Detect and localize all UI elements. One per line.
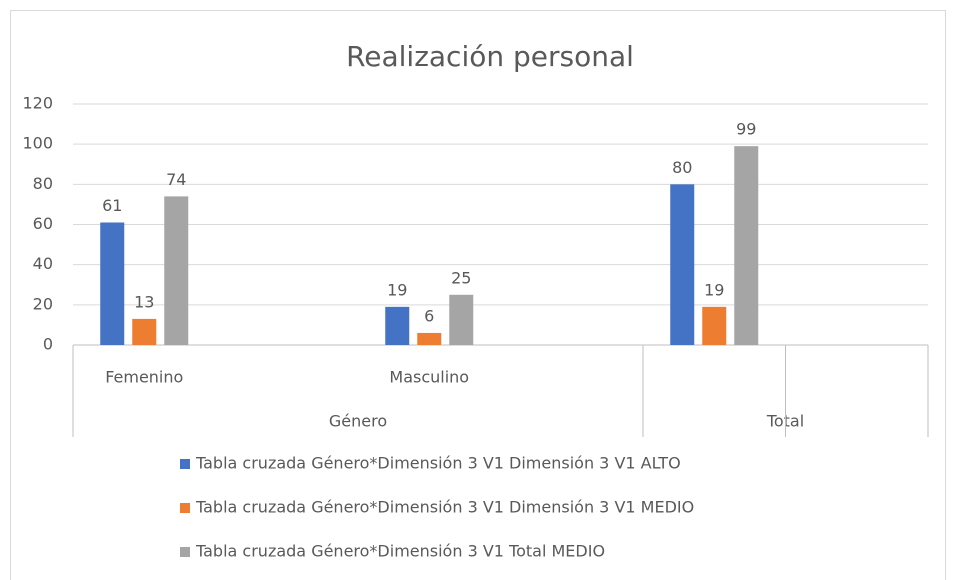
data-label: 13 <box>134 292 154 311</box>
y-tick-label: 20 <box>33 294 53 313</box>
legend-label: Tabla cruzada Género*Dimensión 3 V1 Dime… <box>195 498 694 517</box>
legend-swatch <box>180 459 190 469</box>
chart-title: Realización personal <box>346 40 634 73</box>
legend-swatch <box>180 503 190 513</box>
y-tick-label: 0 <box>43 335 53 354</box>
bar <box>702 306 727 345</box>
y-tick-label: 60 <box>33 214 53 233</box>
data-label: 74 <box>166 170 186 189</box>
bar <box>132 318 157 345</box>
bar <box>670 184 695 345</box>
legend-swatch <box>180 547 190 557</box>
group-label: Género <box>329 412 387 431</box>
y-tick-label: 40 <box>33 254 53 273</box>
bar <box>417 332 442 345</box>
bar <box>164 196 189 345</box>
data-label: 25 <box>451 268 471 287</box>
data-label: 99 <box>736 120 756 139</box>
y-tick-label: 80 <box>33 174 53 193</box>
data-label: 19 <box>387 280 407 299</box>
data-label: 80 <box>672 158 692 177</box>
data-label: 61 <box>102 196 122 215</box>
bar <box>449 294 474 345</box>
data-label: 6 <box>424 306 434 325</box>
bar <box>100 222 125 345</box>
bar <box>385 306 410 345</box>
x-tick-label: Masculino <box>389 368 469 387</box>
y-tick-label: 100 <box>22 134 53 153</box>
y-tick-label: 120 <box>22 94 53 113</box>
legend-label: Tabla cruzada Género*Dimensión 3 V1 Dime… <box>195 454 681 473</box>
data-label: 19 <box>704 280 724 299</box>
x-tick-label: Femenino <box>105 368 183 387</box>
legend-label: Tabla cruzada Género*Dimensión 3 V1 Tota… <box>195 542 605 561</box>
bar <box>734 146 759 345</box>
